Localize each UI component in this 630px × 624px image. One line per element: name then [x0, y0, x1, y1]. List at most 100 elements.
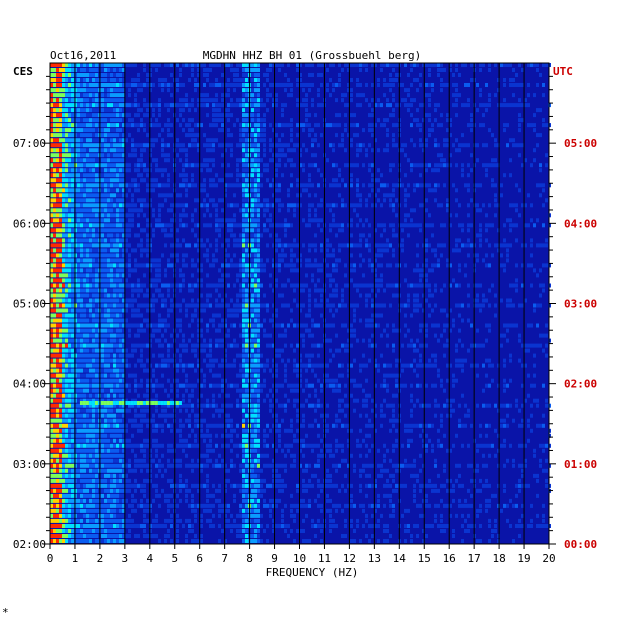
spectrogram-cell — [266, 333, 269, 338]
spectrogram-cell — [377, 368, 380, 373]
spectrogram-cell — [407, 93, 410, 98]
spectrogram-cell — [50, 313, 53, 318]
spectrogram-cell — [92, 98, 95, 103]
spectrogram-cell — [371, 113, 374, 118]
spectrogram-cell — [392, 248, 395, 253]
spectrogram-cell — [410, 363, 413, 368]
spectrogram-cell — [350, 243, 353, 248]
spectrogram-cell — [68, 78, 71, 82]
spectrogram-cell — [242, 293, 245, 298]
spectrogram-cell — [326, 338, 329, 343]
spectrogram-cell — [116, 343, 119, 348]
spectrogram-cell — [86, 363, 89, 368]
spectrogram-cell — [155, 163, 158, 168]
spectrogram-cell — [110, 268, 113, 273]
spectrogram-cell — [269, 273, 272, 278]
spectrogram-cell — [536, 83, 539, 87]
spectrogram-cell — [293, 238, 296, 243]
spectrogram-cell — [110, 78, 113, 82]
spectrogram-cell — [275, 163, 278, 168]
spectrogram-cell — [338, 243, 341, 248]
spectrogram-cell — [83, 163, 86, 168]
spectrogram-cell — [92, 203, 95, 208]
spectrogram-cell — [149, 143, 152, 148]
spectrogram-cell — [293, 143, 296, 148]
spectrogram-cell — [497, 78, 500, 82]
spectrogram-cell — [59, 373, 62, 378]
spectrogram-cell — [206, 238, 209, 243]
spectrogram-cell — [50, 283, 53, 288]
spectrogram-cell — [71, 333, 74, 338]
spectrogram-cell — [179, 193, 182, 198]
spectrogram-cell — [155, 268, 158, 273]
spectrogram-cell — [56, 233, 59, 238]
spectrogram-cell — [65, 318, 68, 323]
spectrogram-cell — [92, 228, 95, 233]
spectrogram-cell — [389, 78, 392, 82]
spectrogram-cell — [320, 243, 323, 248]
spectrogram-cell — [71, 258, 74, 263]
spectrogram-cell — [230, 218, 233, 223]
spectrogram-cell — [413, 283, 416, 288]
spectrogram-cell — [62, 333, 65, 338]
spectrogram-cell — [449, 363, 452, 368]
spectrogram-cell — [104, 183, 107, 188]
spectrogram-cell — [167, 108, 170, 113]
spectrogram-cell — [239, 333, 242, 338]
spectrogram-cell — [71, 358, 74, 363]
spectrogram-cell — [332, 218, 335, 223]
spectrogram-cell — [68, 158, 71, 163]
spectrogram-cell — [62, 208, 65, 213]
spectrogram-cell — [227, 363, 230, 368]
spectrogram-cell — [89, 363, 92, 368]
spectrogram-cell — [104, 223, 107, 228]
spectrogram-cell — [191, 218, 194, 223]
spectrogram-cell — [416, 373, 419, 378]
spectrogram-cell — [185, 158, 188, 163]
spectrogram-cell — [470, 223, 473, 228]
spectrogram-cell — [176, 88, 179, 93]
spectrogram-cell — [161, 143, 164, 148]
spectrogram-cell — [371, 108, 374, 113]
spectrogram-cell — [260, 158, 263, 163]
spectrogram-cell — [425, 343, 428, 348]
spectrogram-cell — [62, 303, 65, 308]
spectrogram-cell — [65, 93, 68, 98]
spectrogram-cell — [101, 233, 104, 238]
spectrogram-cell — [257, 128, 260, 133]
spectrogram-cell — [77, 143, 80, 148]
spectrogram-cell — [242, 373, 245, 378]
spectrogram-cell — [242, 343, 245, 348]
spectrogram-cell — [266, 168, 269, 173]
spectrogram-cell — [101, 198, 104, 203]
spectrogram-cell — [266, 363, 269, 368]
spectrogram-cell — [482, 113, 485, 118]
spectrogram-cell — [164, 143, 167, 148]
spectrogram-cell — [53, 73, 56, 77]
spectrogram-cell — [329, 63, 332, 67]
spectrogram-cell — [362, 223, 365, 228]
spectrogram-cell — [50, 243, 53, 248]
spectrogram-cell — [545, 123, 548, 128]
spectrogram-cell — [155, 378, 158, 383]
spectrogram-cell — [284, 228, 287, 233]
spectrogram-cell — [215, 358, 218, 363]
spectrogram-cell — [53, 68, 56, 72]
spectrogram-cell — [452, 93, 455, 98]
spectrogram-cell — [140, 363, 143, 368]
spectrogram-cell — [365, 378, 368, 383]
spectrogram-cell — [101, 208, 104, 213]
spectrogram-cell — [287, 223, 290, 228]
spectrogram-cell — [92, 373, 95, 378]
spectrogram-cell — [86, 328, 89, 333]
spectrogram-cell — [113, 128, 116, 133]
spectrogram-cell — [131, 78, 134, 82]
spectrogram-cell — [245, 123, 248, 128]
spectrogram-cell — [134, 203, 137, 208]
spectrogram-cell — [197, 98, 200, 103]
spectrogram-cell — [242, 268, 245, 273]
spectrogram-cell — [86, 303, 89, 308]
spectrogram-cell — [119, 253, 122, 258]
spectrogram-cell — [539, 163, 542, 168]
spectrogram-cell — [227, 303, 230, 308]
